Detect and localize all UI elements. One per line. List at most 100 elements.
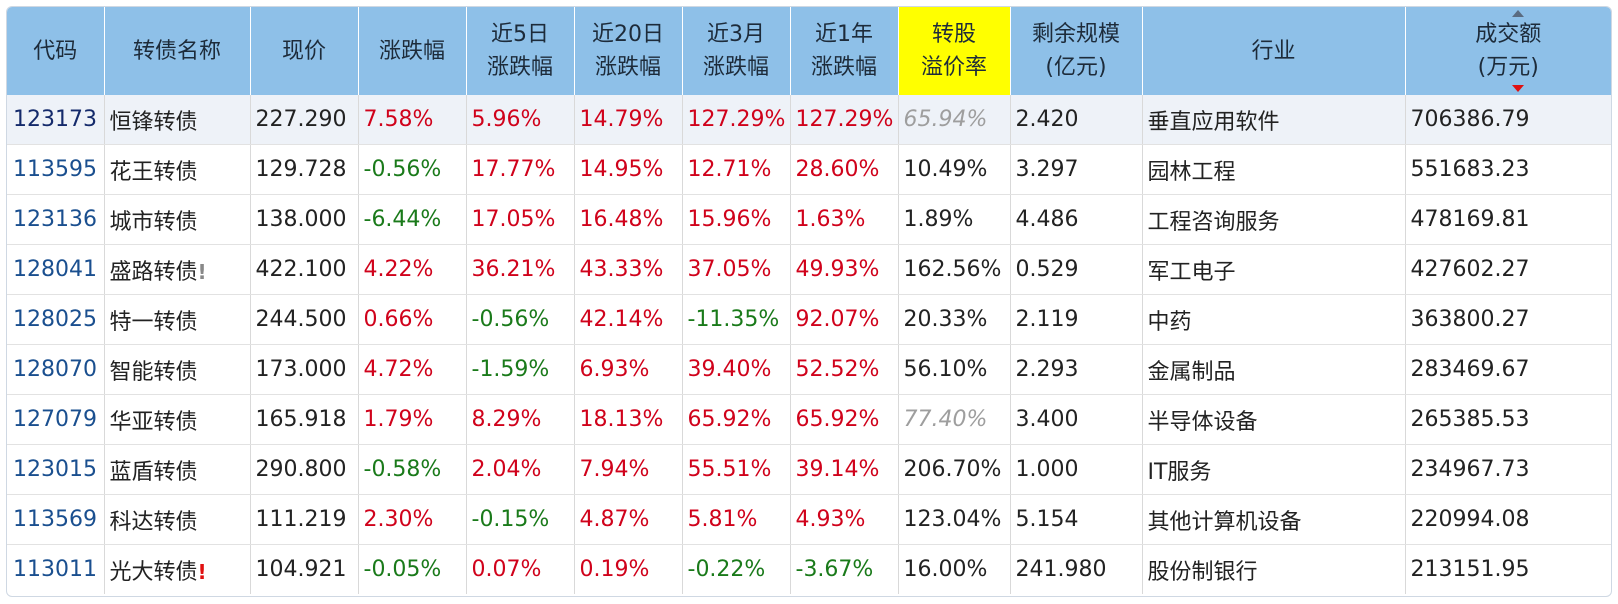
industry-cell: 园林工程	[1142, 144, 1406, 195]
bond-name-cell[interactable]: 花王转债	[104, 144, 251, 195]
bond-name[interactable]: 城市转债	[109, 209, 198, 235]
bond-code-link[interactable]: 127079	[7, 394, 105, 445]
warning-flag-icon[interactable]: !	[197, 559, 207, 584]
remaining-scale-cell: 3.297	[1010, 144, 1143, 195]
change-cell-chg1y: 28.60%	[790, 144, 899, 195]
header-change-1y[interactable]: 近1年 涨跌幅	[790, 7, 899, 95]
bond-name-cell[interactable]: 恒锋转债	[104, 95, 251, 145]
change-cell-chg5d: 0.07%	[466, 544, 575, 594]
bond-code-link[interactable]: 113569	[7, 494, 105, 545]
header-name-label: 转债名称	[132, 38, 221, 64]
table-row[interactable]: 113595 花王转债 129.728 -0.56% 17.77% 14.95% 12.71…	[7, 144, 1611, 195]
bond-code-link[interactable]: 128041	[7, 244, 105, 295]
header-premium-line2: 溢价率	[920, 55, 987, 80]
bond-code-link[interactable]: 123173	[7, 95, 105, 145]
header-price[interactable]: 现价	[250, 7, 359, 95]
table-row[interactable]: 113011 光大转债! 104.921 -0.05% 0.07% 0.19% -0.22%…	[7, 544, 1611, 594]
change-cell-chg: 1.79%	[358, 394, 467, 445]
table-row[interactable]: 123015 蓝盾转债 290.800 -0.58% 2.04% 7.94% 55.51% 3…	[7, 444, 1611, 495]
table-row[interactable]: 123136 城市转债 138.000 -6.44% 17.05% 16.48% 15.96…	[7, 194, 1611, 245]
bond-code-link[interactable]: 123015	[7, 444, 105, 495]
change-cell-chg3m: 127.29%	[682, 95, 791, 145]
bond-name-cell[interactable]: 智能转债	[104, 344, 251, 395]
bond-name-cell[interactable]: 特一转债	[104, 294, 251, 345]
bond-name[interactable]: 科达转债	[109, 509, 198, 535]
sort-descending-icon[interactable]	[1512, 85, 1525, 92]
table-row[interactable]: 123173 恒锋转债 227.290 7.58% 5.96% 14.79% 127.29%…	[7, 95, 1611, 145]
change-cell-chg3m: 65.92%	[682, 394, 791, 445]
table-row[interactable]: 128041 盛路转债! 422.100 4.22% 36.21% 43.33% 37.05…	[7, 244, 1611, 295]
bond-name[interactable]: 光大转债	[109, 559, 198, 585]
header-code[interactable]: 代码	[7, 7, 105, 95]
change-cell-chg: -0.56%	[358, 144, 467, 195]
bond-code-link[interactable]: 128070	[7, 344, 105, 395]
bond-code-link[interactable]: 113011	[7, 544, 105, 594]
premium-rate-cell: 77.40%	[898, 394, 1011, 445]
remaining-scale-cell: 0.529	[1010, 244, 1143, 295]
bond-name-cell[interactable]: 光大转债!	[104, 544, 251, 594]
premium-rate-cell: 1.89%	[898, 194, 1011, 245]
header-premium-line1: 转股	[931, 22, 976, 47]
header-volume-line2: (万元)	[1477, 55, 1539, 80]
bond-code-link[interactable]: 123136	[7, 194, 105, 245]
bond-name[interactable]: 恒锋转债	[109, 109, 198, 135]
bond-name[interactable]: 华亚转债	[109, 409, 198, 435]
header-change-20d[interactable]: 近20日 涨跌幅	[574, 7, 683, 95]
header-premium-rate[interactable]: 转股 溢价率	[898, 7, 1011, 95]
convertible-bond-table-container: 代码 转债名称 现价 涨跌幅 近5日 涨跌幅 近20日 涨跌幅 近3月 涨跌幅 近1年…	[6, 6, 1612, 597]
bond-name-cell[interactable]: 城市转债	[104, 194, 251, 245]
volume-cell: 283469.67	[1405, 344, 1611, 395]
change-cell-chg3m: 55.51%	[682, 444, 791, 495]
header-volume-line1: 成交额	[1475, 22, 1542, 47]
change-cell-chg3m: 15.96%	[682, 194, 791, 245]
bond-name[interactable]: 特一转债	[109, 309, 198, 335]
bond-name-cell[interactable]: 华亚转债	[104, 394, 251, 445]
change-cell-chg1y: 52.52%	[790, 344, 899, 395]
bond-code-link[interactable]: 113595	[7, 144, 105, 195]
bond-name[interactable]: 蓝盾转债	[109, 459, 198, 485]
volume-cell: 220994.08	[1405, 494, 1611, 545]
volume-cell: 478169.81	[1405, 194, 1611, 245]
table-row[interactable]: 127079 华亚转债 165.918 1.79% 8.29% 18.13% 65.92% 6…	[7, 394, 1611, 445]
bond-name-cell[interactable]: 科达转债	[104, 494, 251, 545]
table-row[interactable]: 128070 智能转债 173.000 4.72% -1.59% 6.93% 39.40% 5…	[7, 344, 1611, 395]
volume-cell: 213151.95	[1410, 557, 1530, 582]
change-cell-chg: 4.22%	[358, 244, 467, 295]
header-change[interactable]: 涨跌幅	[358, 7, 467, 95]
header-code-label: 代码	[33, 38, 78, 64]
sort-ascending-icon[interactable]	[1512, 10, 1525, 17]
price-cell: 104.921	[250, 544, 359, 594]
price-cell: 111.219	[250, 494, 359, 545]
warning-flag-icon[interactable]: !	[197, 259, 207, 284]
volume-cell: 551683.23	[1405, 144, 1611, 195]
volume-cell: 706386.79	[1405, 95, 1611, 145]
header-change-label: 涨跌幅	[378, 38, 445, 64]
header-volume[interactable]: 成交额 (万元)	[1405, 7, 1611, 95]
header-change-3m[interactable]: 近3月 涨跌幅	[682, 7, 791, 95]
change-cell-chg20d: 4.87%	[574, 494, 683, 545]
industry-cell: 半导体设备	[1142, 394, 1406, 445]
header-name[interactable]: 转债名称	[104, 7, 251, 95]
remaining-scale-cell: 4.486	[1010, 194, 1143, 245]
header-change-5d-line1: 近5日	[491, 22, 549, 47]
change-cell-chg5d: 5.96%	[466, 95, 575, 145]
table-row[interactable]: 128025 特一转债 244.500 0.66% -0.56% 42.14% -11.35…	[7, 294, 1611, 345]
bond-name[interactable]: 盛路转债	[109, 259, 198, 285]
change-cell-chg: 7.58%	[358, 95, 467, 145]
premium-rate-cell: 10.49%	[898, 144, 1011, 195]
header-change-5d[interactable]: 近5日 涨跌幅	[466, 7, 575, 95]
header-remaining-scale[interactable]: 剩余规模 (亿元)	[1010, 7, 1143, 95]
change-cell-chg: 4.72%	[358, 344, 467, 395]
bond-name-cell[interactable]: 盛路转债!	[104, 244, 251, 295]
premium-rate-cell: 65.94%	[898, 95, 1011, 145]
change-cell-chg5d: 36.21%	[466, 244, 575, 295]
bond-name-cell[interactable]: 蓝盾转债	[104, 444, 251, 495]
bond-name[interactable]: 智能转债	[109, 359, 198, 385]
bond-name[interactable]: 花王转债	[109, 159, 198, 185]
header-industry[interactable]: 行业	[1142, 7, 1406, 95]
bond-code-link[interactable]: 128025	[7, 294, 105, 345]
convertible-bond-table: 代码 转债名称 现价 涨跌幅 近5日 涨跌幅 近20日 涨跌幅 近3月 涨跌幅 近1年…	[7, 7, 1611, 594]
change-cell-chg20d: 14.79%	[574, 95, 683, 145]
table-row[interactable]: 113569 科达转债 111.219 2.30% -0.15% 4.87% 5.81% 4.…	[7, 494, 1611, 545]
premium-rate-cell: 206.70%	[898, 444, 1011, 495]
